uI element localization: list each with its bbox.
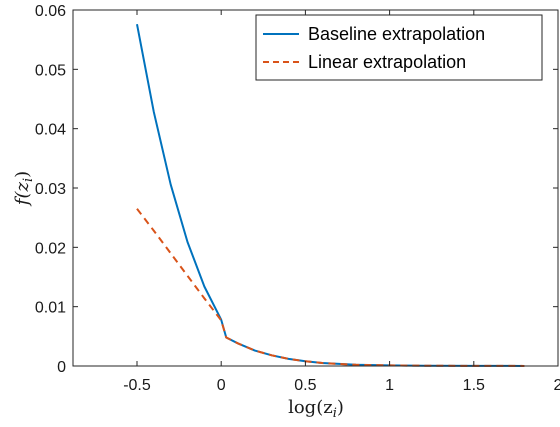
y-tick-label: 0.02 (35, 240, 66, 257)
y-tick-label: 0 (57, 359, 66, 376)
y-tick-label: 0.01 (35, 300, 66, 317)
x-tick-label: 0.5 (294, 377, 316, 394)
x-axis-label: log(zi) (288, 397, 344, 421)
legend-label-baseline: Baseline extrapolation (308, 24, 485, 44)
legend-label-linear: Linear extrapolation (308, 52, 466, 72)
y-tick-label: 0.06 (35, 3, 66, 20)
y-tick-label: 0.04 (35, 122, 66, 139)
y-tick-label: 0.05 (35, 62, 66, 79)
axis-ticks: -0.5 0 0.5 1 1.5 2 0 0.01 0.02 0.03 0.04 0.05 0.06 (35, 3, 560, 394)
x-tick-label: 2 (554, 377, 560, 394)
y-axis-label: f(zi) (12, 171, 36, 207)
y-tick-label: 0.03 (35, 181, 66, 198)
plot-lines (136, 24, 525, 367)
x-tick-label: 1 (385, 377, 394, 394)
legend: Baseline extrapolation Linear extrapolat… (255, 14, 543, 81)
x-tick-label: 0 (217, 377, 226, 394)
legend-box (255, 14, 543, 81)
series-line-1 (136, 208, 525, 367)
x-tick-label: -0.5 (123, 377, 151, 394)
x-tick-label: 1.5 (463, 377, 485, 394)
